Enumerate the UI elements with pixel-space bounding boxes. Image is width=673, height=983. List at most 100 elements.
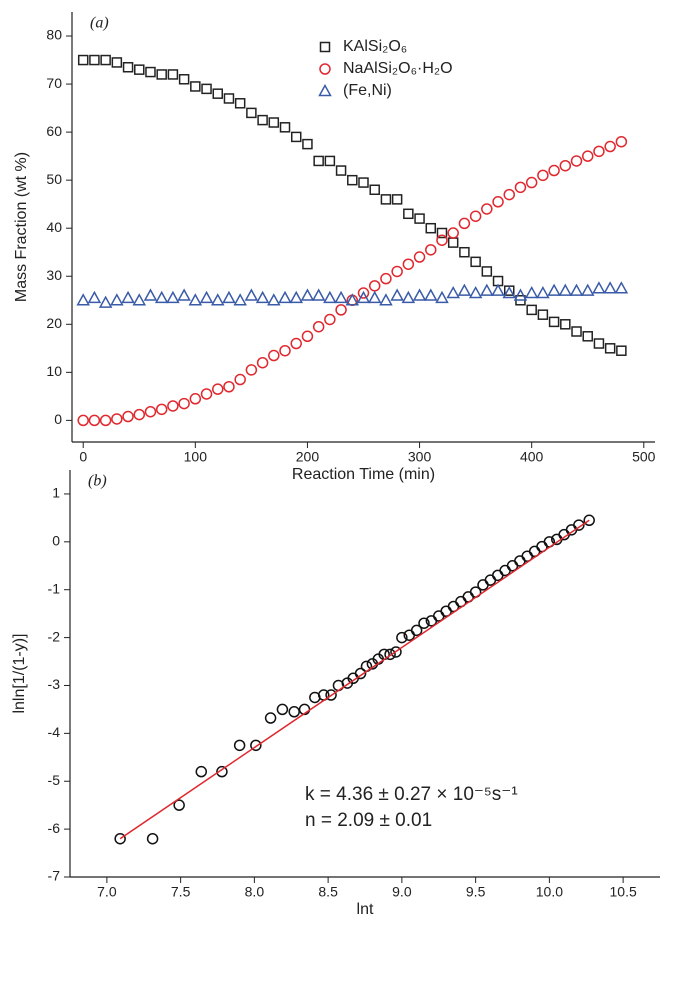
square-marker: [77, 54, 89, 66]
y-axis-label: Mass Fraction (wt %): [13, 152, 30, 302]
circle-marker: [276, 703, 289, 716]
circle-marker: [354, 667, 367, 680]
triangle-marker: [424, 288, 438, 301]
circle-marker: [114, 832, 126, 845]
circle-marker: [391, 265, 403, 278]
y-tick-label: -5: [48, 772, 61, 788]
circle-marker: [525, 176, 538, 189]
square-marker: [582, 331, 593, 342]
y-tick-label: -3: [48, 676, 61, 692]
y-tick-label: 70: [46, 75, 62, 91]
square-marker: [380, 194, 392, 205]
triangle-marker: [267, 293, 281, 306]
square-marker: [425, 222, 437, 234]
circle-marker: [312, 320, 325, 333]
legend-label: KAlSi₂O₆: [343, 38, 407, 55]
circle-marker: [264, 712, 277, 724]
x-axis-label: Reaction Time (min): [292, 466, 435, 483]
circle-marker: [146, 832, 159, 845]
triangle-marker: [412, 288, 427, 301]
circle-marker: [268, 349, 280, 362]
annotation: k = 4.36 ± 0.27 × 10⁻⁵s⁻¹: [305, 784, 518, 805]
triangle-marker: [255, 290, 270, 304]
triangle-marker: [524, 286, 539, 299]
circle-marker: [223, 380, 235, 393]
x-tick-label: 100: [184, 449, 208, 465]
square-marker: [234, 98, 246, 109]
circle-marker: [279, 344, 291, 357]
x-tick-label: 9.5: [466, 884, 486, 900]
circle-marker: [368, 280, 381, 292]
triangle-marker: [356, 290, 371, 304]
circle-marker: [384, 648, 396, 661]
square-marker: [89, 54, 100, 66]
circle-marker: [325, 689, 337, 701]
square-marker: [459, 246, 470, 258]
circle-marker: [111, 413, 123, 425]
circle-marker: [447, 227, 459, 239]
triangle-marker: [110, 293, 124, 306]
circle-marker: [288, 706, 300, 718]
square-marker: [246, 107, 257, 119]
circle-marker: [250, 739, 262, 752]
circle-marker: [200, 388, 213, 400]
circle-marker: [390, 646, 402, 658]
triangle-marker: [210, 293, 225, 306]
circle-marker: [155, 403, 168, 416]
x-tick-label: 7.0: [97, 884, 117, 900]
fit-line: [119, 519, 590, 840]
y-tick-label: 60: [46, 123, 62, 139]
triangle-marker: [580, 283, 595, 296]
circle-marker: [173, 799, 185, 811]
y-tick-label: 0: [54, 411, 62, 427]
circle-marker: [178, 397, 190, 410]
triangle-marker: [435, 290, 449, 304]
triangle-marker: [87, 290, 102, 304]
triangle-marker: [592, 281, 606, 294]
circle-marker: [583, 514, 595, 527]
triangle-marker: [278, 290, 292, 304]
y-tick-label: -6: [48, 820, 61, 836]
y-tick-label: 50: [46, 171, 62, 187]
square-marker: [593, 338, 605, 349]
y-tick-label: -2: [48, 628, 61, 644]
square-marker: [481, 266, 493, 277]
triangle-marker: [300, 288, 315, 301]
square-marker: [302, 138, 313, 150]
triangle-marker: [188, 293, 203, 306]
legend-marker: [319, 63, 331, 75]
square-marker: [190, 81, 201, 92]
circle-marker: [570, 155, 583, 167]
panel-label: (a): [90, 15, 109, 32]
square-marker: [156, 69, 167, 80]
circle-marker: [458, 217, 471, 230]
triangle-marker: [536, 286, 550, 299]
square-marker: [111, 57, 123, 68]
legend-label: (Fe,Ni): [343, 82, 392, 99]
square-marker: [100, 54, 111, 66]
square-marker: [447, 237, 459, 248]
x-tick-label: 7.5: [171, 884, 191, 900]
circle-marker: [77, 414, 89, 427]
circle-marker: [410, 624, 423, 637]
square-marker: [279, 122, 291, 133]
circle-marker: [301, 330, 314, 343]
triangle-marker: [143, 288, 158, 301]
circle-marker: [548, 164, 560, 177]
square-marker: [414, 213, 425, 224]
circle-marker: [559, 159, 572, 172]
y-tick-label: 30: [46, 267, 62, 283]
triangle-marker: [244, 288, 259, 301]
triangle-marker: [166, 290, 180, 304]
square-marker: [122, 62, 134, 73]
circle-marker: [324, 313, 336, 326]
circle-marker: [256, 356, 269, 369]
circle-marker: [573, 519, 585, 531]
y-tick-label: 40: [46, 219, 62, 235]
square-marker: [178, 74, 190, 85]
circle-marker: [615, 135, 628, 148]
square-marker: [268, 117, 280, 128]
square-marker: [403, 208, 414, 220]
circle-marker: [396, 631, 408, 644]
circle-marker: [402, 258, 415, 270]
